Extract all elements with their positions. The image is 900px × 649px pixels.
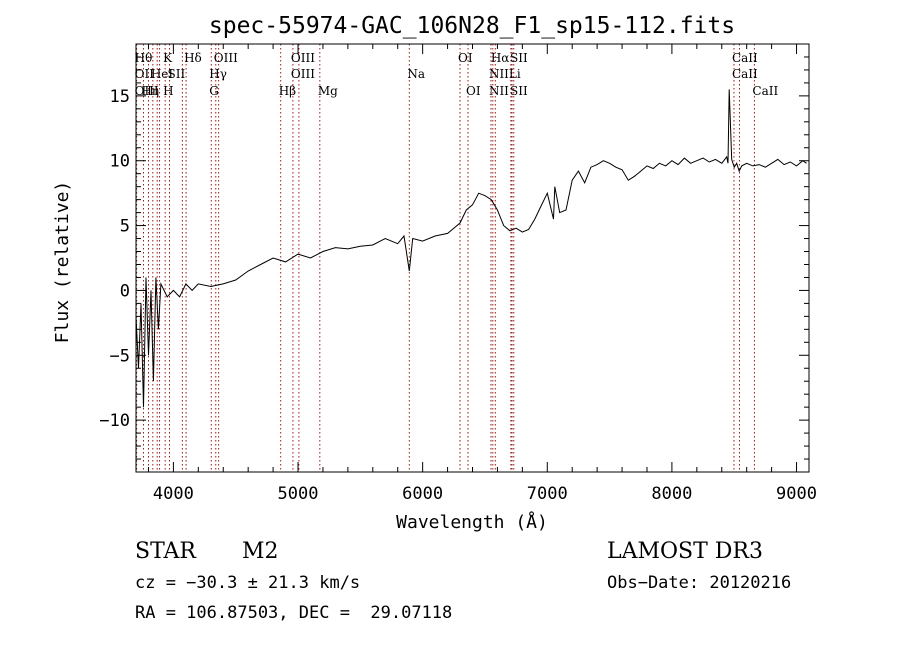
survey-name: LAMOST DR3: [607, 539, 763, 564]
line-label: CaII: [752, 84, 778, 98]
y-tick-label: −5: [110, 346, 130, 366]
axis-ticks: [136, 43, 809, 473]
line-label: Na: [407, 67, 425, 81]
redshift-velocity: cz = −30.3 ± 21.3 km/s: [135, 573, 361, 593]
line-label: Mg: [318, 84, 338, 98]
line-label: Hα: [491, 51, 510, 65]
object-class: STAR: [135, 539, 196, 564]
line-label: Hη: [141, 84, 159, 98]
x-axis-label: Wavelength (Å): [396, 511, 548, 533]
y-tick-label: 5: [120, 217, 130, 237]
x-tick-label: 6000: [402, 484, 443, 504]
x-tick-label: 7000: [527, 484, 568, 504]
x-tick-label: 5000: [278, 484, 319, 504]
y-tick-label: 10: [110, 152, 130, 172]
observation-date: Obs−Date: 20120216: [607, 573, 792, 593]
line-label: HeI: [151, 67, 174, 81]
coordinates: RA = 106.87503, DEC = 29.07118: [135, 603, 453, 623]
y-tick-label: −10: [99, 411, 130, 431]
line-label: K: [163, 51, 173, 65]
line-label: NII: [489, 67, 509, 81]
line-label: OII: [135, 67, 155, 81]
plot-frame: [135, 43, 810, 473]
line-label: OI: [458, 51, 473, 65]
line-label: H: [163, 84, 173, 98]
line-label: G: [209, 84, 219, 98]
x-tick-label: 4000: [153, 484, 194, 504]
y-tick-label: 15: [110, 87, 130, 107]
spectrum-line: [135, 89, 807, 408]
x-tick-label: 8000: [651, 484, 692, 504]
line-label: OIII: [135, 84, 159, 98]
line-label: Li: [509, 67, 521, 81]
line-label: SII: [510, 84, 528, 98]
line-label: CaII: [732, 51, 758, 65]
y-tick-label: 0: [120, 281, 130, 301]
line-label: NII: [489, 84, 509, 98]
line-label: Hβ: [279, 84, 296, 98]
line-markers: [136, 44, 755, 472]
line-labels: HθOIIOIIIHηHeIKHSIIHδHγGOIIIHβOIIIOIIIMg…: [135, 51, 779, 98]
line-label: OIII: [214, 51, 238, 65]
line-label: Hγ: [209, 67, 227, 81]
x-tick-label: 9000: [776, 484, 817, 504]
object-subclass: M2: [242, 539, 279, 564]
y-tick-labels: −10 −5 0 5 10 15: [99, 87, 130, 431]
line-label: SII: [510, 51, 528, 65]
line-label: OIII: [291, 51, 315, 65]
y-axis-label: Flux (relative): [52, 181, 73, 344]
line-label: OI: [466, 84, 481, 98]
x-tick-labels: 4000 5000 6000 7000 8000 9000: [153, 484, 817, 504]
chart-title: spec-55974-GAC_106N28_F1_sp15-112.fits: [209, 13, 735, 39]
line-label: Hδ: [184, 51, 202, 65]
line-label: SII: [168, 67, 186, 81]
line-label: CaII: [732, 67, 758, 81]
line-label: OIII: [291, 67, 315, 81]
line-label: Hθ: [135, 51, 153, 65]
